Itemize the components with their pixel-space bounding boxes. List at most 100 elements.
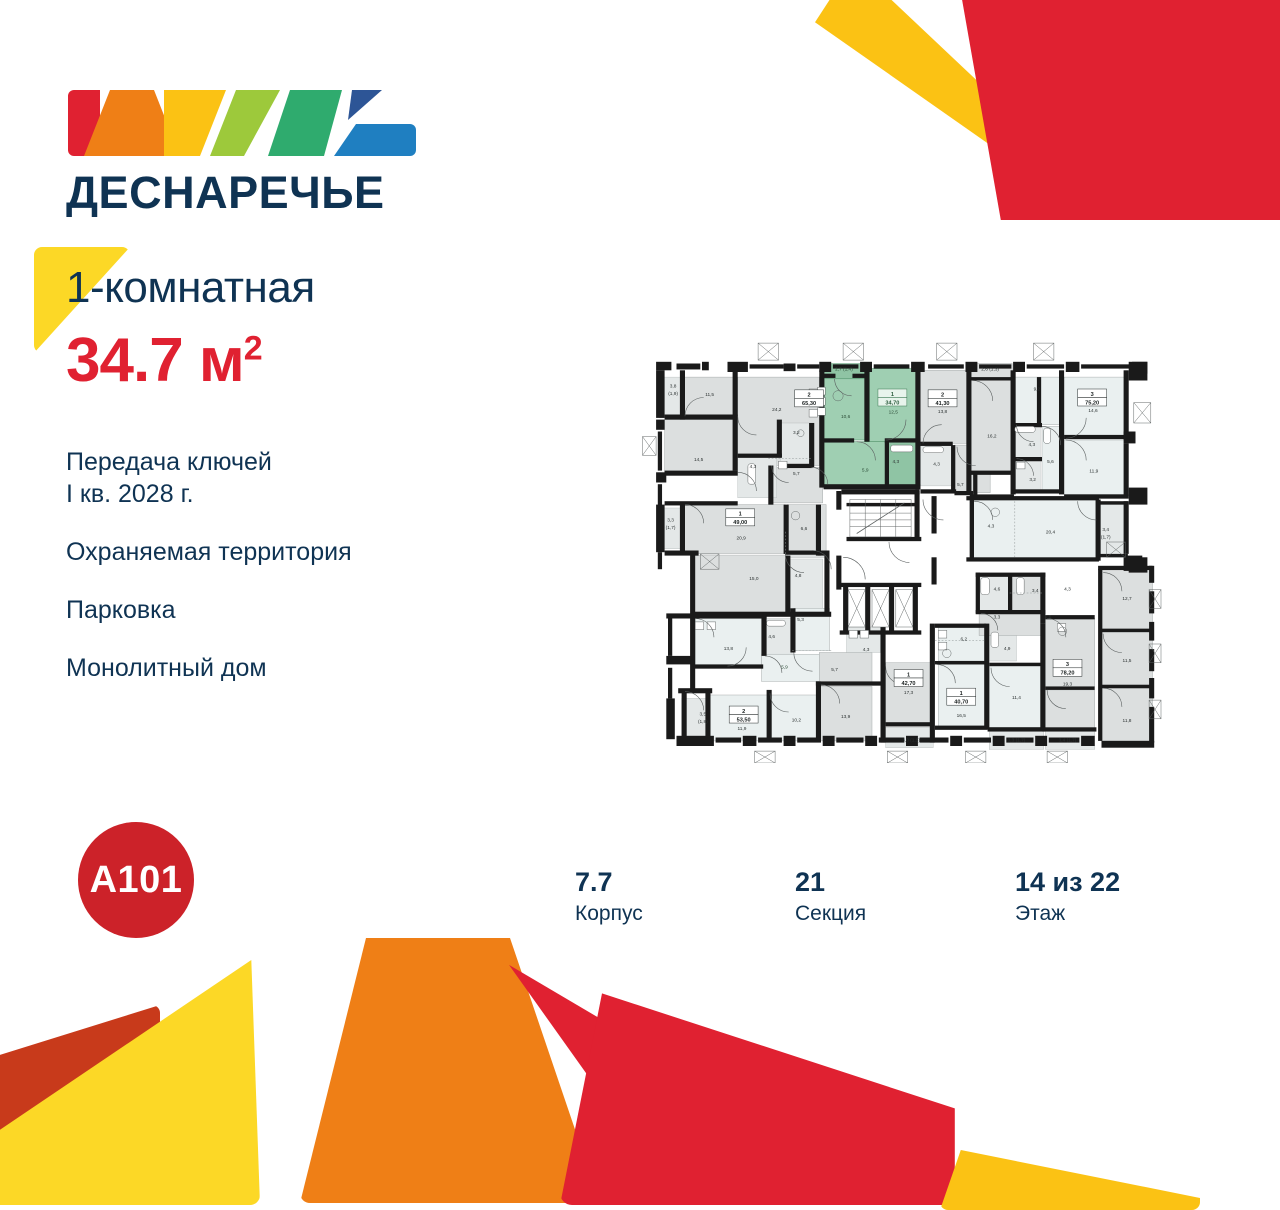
decor-triangle-bottom-left-yellow xyxy=(0,960,260,1205)
meta-value-section: 21 xyxy=(795,867,826,897)
plan-apartment-rooms: 2 xyxy=(742,709,745,715)
plan-room-area-label: 3,5 xyxy=(700,711,707,717)
plan-apartment-area: 42,70 xyxy=(902,681,916,687)
plan-apartment-badge: 140,70 xyxy=(946,687,976,706)
plan-room-area-label: 11,4 xyxy=(1012,695,1021,701)
plan-room-area-label: (1,7) xyxy=(1101,535,1111,541)
decor-shape-top-right-red xyxy=(960,0,1280,220)
plan-room-area-label: 16,5 xyxy=(957,713,967,719)
plan-apartment-rooms: 3 xyxy=(1066,662,1069,668)
plan-room-area-label: 14,5 xyxy=(694,457,704,463)
plan-room-area-label: 4,3 xyxy=(892,459,899,465)
plan-apartment-rooms: 3 xyxy=(1091,392,1094,398)
plan-door-arcs xyxy=(684,378,1123,713)
plan-room-area-label: 13,8 xyxy=(938,409,948,415)
plan-room-area-label: 3,4 xyxy=(1102,527,1109,533)
plan-room-area-label: 5,9 xyxy=(781,665,788,671)
apartment-area: 34.7 м2 xyxy=(66,325,536,396)
plan-apartment-rooms: 2 xyxy=(808,393,811,399)
meta-item-korpus: 7.7 Корпус xyxy=(575,867,795,926)
feature-item-monolith: Монолитный дом xyxy=(66,654,267,682)
plan-room-area-label: 5,7 xyxy=(831,667,838,673)
decor-shape-bottom-right-yellow xyxy=(940,1150,1200,1210)
feature-keys-line1: Передача ключей xyxy=(66,448,272,476)
plan-room-area-label: 4,9 xyxy=(1004,646,1011,652)
plan-room-area-label: 19,3 xyxy=(1063,682,1073,688)
info-panel: ДЕСНАРЕЧЬЕ 1-комнатная 34.7 м2 Передача … xyxy=(34,84,536,710)
plan-room-area-label: 13,9 xyxy=(841,714,851,720)
plan-room-area-label: (1,9) xyxy=(668,391,678,397)
feature-item-security: Охраняемая территория xyxy=(66,538,352,566)
plan-room-area-label: 3,4 xyxy=(1032,588,1039,594)
building-meta-row: 7.7 Корпус 21 Секция 14 из 22 Этаж xyxy=(575,867,1235,926)
plan-room-area-label: 6,2 xyxy=(960,637,967,643)
plan-room-area-label: 3,2 xyxy=(1029,477,1036,483)
plan-core-elevators xyxy=(847,499,914,628)
plan-room-area-label: 11,9 xyxy=(1089,468,1098,474)
plan-room-area-label: 10,6 xyxy=(841,414,851,420)
plan-room-area-label: 15,0 xyxy=(749,576,759,582)
plan-room-area-label: 5,6 xyxy=(1045,615,1052,621)
headline-block: 1-комнатная 34.7 м2 xyxy=(34,247,536,396)
plan-room-area-label: 3,0 (1,5) xyxy=(902,738,920,744)
plan-room-area-label: 5,7 xyxy=(793,471,800,477)
decor-triangle-top-right-yellow xyxy=(815,0,1115,220)
feature-item-parking: Парковка xyxy=(66,596,176,624)
feature-item-keys: Передача ключей I кв. 2028 г. xyxy=(66,446,536,510)
meta-value-korpus: 7.7 xyxy=(575,867,613,897)
plan-room-area-label: 6,6 xyxy=(801,526,808,532)
plan-walls xyxy=(656,361,1155,748)
plan-apartment-badge: 253,50 xyxy=(728,705,759,723)
decor-trapezoid-bottom-orange xyxy=(300,938,600,1203)
plan-apartment-badge: 265,30 xyxy=(794,389,824,407)
plan-room-area-label: 16,2 xyxy=(987,433,997,439)
plan-room-labels: 3,8 (1,9) 11,5 14,5 24,2 3,2 4,3 5,7 2,7 (1,4) 10… xyxy=(666,366,1132,743)
plan-room-area-label: 4,6 xyxy=(994,586,1001,592)
plan-room-area-label: 4,3 xyxy=(1028,442,1035,448)
decor-shape-bottom-right-red xyxy=(560,993,955,1205)
plan-room-area-label: 2,7 (1,4) xyxy=(835,366,853,372)
plan-room-fills xyxy=(659,363,1153,750)
plan-apartment-area: 78,20 xyxy=(1060,671,1074,677)
plan-apartment-area: 65,30 xyxy=(802,401,816,407)
plan-room-area-label: 4,3 xyxy=(750,464,757,470)
plan-room-area-label: 5,3 xyxy=(797,617,804,623)
meta-item-floor: 14 из 22 Этаж xyxy=(1015,867,1235,926)
plan-room-area-label: 3,3 xyxy=(994,615,1001,621)
features-list: Передача ключей I кв. 2028 г. Охраняемая… xyxy=(66,446,536,684)
plan-room-area-label: 12,5 xyxy=(889,410,899,416)
plan-room-area-label: 3,4 (1,7) xyxy=(1059,738,1077,744)
plan-apartment-area: 49,00 xyxy=(733,520,747,526)
feature-keys-line2: I кв. 2028 г. xyxy=(66,480,194,508)
plan-room-area-label: 5,9 xyxy=(862,467,869,473)
plan-room-area-label: 13,8 xyxy=(724,646,734,652)
plan-room-area-label: 20,9 xyxy=(736,535,746,541)
plan-room-area-label: 12,7 xyxy=(1122,596,1132,602)
plan-staircase-icon xyxy=(849,499,912,538)
plan-apartment-badge: 149,00 xyxy=(725,508,755,526)
plan-room-area-label: 9,2 xyxy=(1034,387,1041,393)
plan-apartment-area: 53,50 xyxy=(737,717,751,723)
meta-label-section: Секция xyxy=(795,901,867,925)
floor-plan-svg[interactable]: 3,8 (1,9) 11,5 14,5 24,2 3,2 4,3 5,7 2,7 (1,4) 10… xyxy=(596,338,1216,763)
floor-plan[interactable]: 3,8 (1,9) 11,5 14,5 24,2 3,2 4,3 5,7 2,7 (1,4) 10… xyxy=(596,338,1216,763)
plan-apartment-area: 75,20 xyxy=(1085,400,1099,406)
plan-apartment-badge: 134,70 xyxy=(877,388,908,406)
plan-room-area-label: 5,7 xyxy=(957,482,964,488)
plan-room-area-label: 24,2 xyxy=(772,407,782,413)
plan-room-area-label: 3,2 xyxy=(793,430,800,436)
plan-room-area-label: (1,7) xyxy=(666,525,676,531)
plan-room-area-label: 11,5 xyxy=(1123,658,1132,664)
plan-room-area-label: 4,6 xyxy=(768,634,775,640)
plan-room-area-label: 3,3 xyxy=(667,518,674,524)
plan-apartment-area: 41,30 xyxy=(936,401,950,407)
plan-windows xyxy=(642,342,1162,763)
plan-apartment-badge: 142,70 xyxy=(893,669,924,687)
plan-apartment-area: 40,70 xyxy=(954,700,968,706)
plan-room-area-label: 3,3 (1,7) xyxy=(1008,738,1026,744)
meta-value-floor: 14 из 22 xyxy=(1015,867,1121,897)
page-title-rooms: 1-комнатная xyxy=(66,263,315,312)
plan-apartment-badge: 241,30 xyxy=(927,389,958,407)
decor-triangle-bottom-red xyxy=(509,964,800,1205)
decor-wedge-bottom-left-darkred xyxy=(0,1005,160,1135)
